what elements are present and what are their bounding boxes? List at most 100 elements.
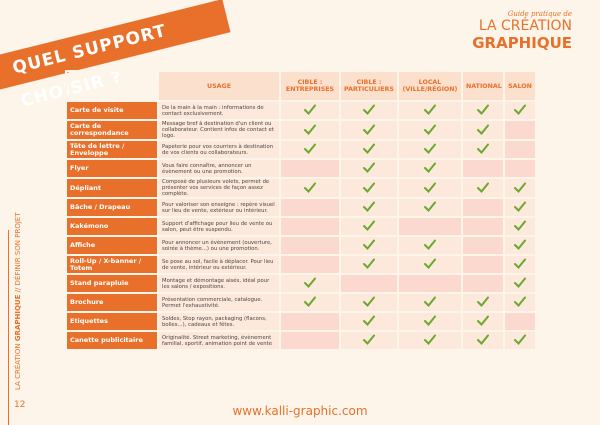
brand-line: GRAPHIQUE — [472, 34, 572, 52]
check-cell — [397, 139, 463, 160]
check-cell — [397, 197, 463, 218]
check-mark — [304, 143, 316, 154]
check-cell — [503, 330, 537, 351]
check-cell — [279, 235, 341, 256]
check-cell — [503, 158, 537, 179]
check-cell — [339, 139, 399, 160]
check-cell — [503, 100, 537, 121]
check-cell — [397, 330, 463, 351]
check-mark — [363, 258, 375, 269]
check-mark — [363, 143, 375, 154]
check-cell — [503, 235, 537, 256]
check-cell — [339, 330, 399, 351]
check-mark — [424, 296, 436, 307]
side-part: LA CRÉATION — [14, 341, 22, 390]
check-mark — [514, 104, 526, 115]
row-label: Affiche — [65, 235, 159, 256]
check-cell — [503, 216, 537, 237]
check-cell — [339, 100, 399, 121]
check-mark — [514, 277, 526, 288]
usage-text: Pour valoriser son enseigne : repère vis… — [157, 197, 281, 218]
check-mark — [424, 182, 436, 193]
check-mark — [514, 239, 526, 250]
check-cell — [461, 330, 505, 351]
check-cell — [461, 235, 505, 256]
check-cell — [503, 119, 537, 141]
guide-text: Guide pratique de — [507, 10, 572, 18]
check-mark — [304, 296, 316, 307]
column-header: LOCAL (VILLE/RÉGION) — [397, 70, 463, 102]
check-cell — [279, 311, 341, 332]
check-mark — [363, 239, 375, 250]
usage-text: Papeterie pour vos courriers à destinati… — [157, 139, 281, 160]
row-label: Canette publicitaire — [65, 330, 159, 351]
check-mark — [514, 220, 526, 231]
check-mark — [424, 239, 436, 250]
check-cell — [397, 158, 463, 179]
check-cell — [397, 292, 463, 313]
check-mark — [363, 182, 375, 193]
check-mark — [363, 296, 375, 307]
table-row: Tête de lettre / Enveloppe Papeterie pour… — [65, 139, 537, 160]
check-cell — [461, 292, 505, 313]
check-cell — [279, 216, 341, 237]
check-cell — [279, 177, 341, 199]
page-number: 12 — [14, 400, 26, 410]
check-mark — [477, 182, 489, 193]
usage-text: Pour annoncer un évènement (ouverture, s… — [157, 235, 281, 256]
check-mark — [477, 124, 489, 135]
check-cell — [397, 254, 463, 275]
column-header: SALON — [503, 70, 537, 102]
row-label: Flyer — [65, 158, 159, 179]
column-header: NATIONAL — [461, 70, 505, 102]
usage-text: Originalité. Street marketing, évènement… — [157, 330, 281, 351]
column-header: CIBLE : ENTREPRISES — [279, 70, 341, 102]
check-cell — [397, 216, 463, 237]
check-mark — [304, 182, 316, 193]
usage-text: Montage et démontage aisés, idéal pour l… — [157, 273, 281, 294]
check-cell — [279, 197, 341, 218]
usage-text: Support d'affichage pour lieu de vente o… — [157, 216, 281, 237]
check-mark — [424, 201, 436, 212]
check-cell — [461, 197, 505, 218]
column-header: USAGE — [157, 70, 281, 102]
row-label: Stand parapluie — [65, 273, 159, 294]
row-label: Carte de visite — [65, 100, 159, 121]
usage-text: Message bref à destination d'un client o… — [157, 119, 281, 141]
check-cell — [339, 216, 399, 237]
check-cell — [339, 158, 399, 179]
row-label: Dépliant — [65, 177, 159, 199]
side-part: GRAPHIQUE — [14, 294, 22, 342]
check-mark — [424, 104, 436, 115]
check-cell — [397, 273, 463, 294]
check-cell — [503, 292, 537, 313]
check-mark — [514, 182, 526, 193]
check-cell — [503, 197, 537, 218]
usage-text: Composé de plusieurs volets, permet de p… — [157, 177, 281, 199]
check-cell — [461, 100, 505, 121]
usage-text: Se pose au sol, facile à déplacer. Pour … — [157, 254, 281, 275]
usage-text: Présentation commerciale, catalogue. Per… — [157, 292, 281, 313]
check-cell — [461, 177, 505, 199]
check-cell — [339, 197, 399, 218]
check-cell — [503, 254, 537, 275]
check-mark — [363, 315, 375, 326]
check-mark — [424, 162, 436, 173]
table-row: Stand parapluie Montage et démontage aisé… — [65, 273, 537, 294]
table-row: Kakémono Support d'affichage pour lieu de… — [65, 216, 537, 237]
row-label: Tête de lettre / Enveloppe — [65, 139, 159, 160]
row-label: Roll-Up / X-banner / Totem — [65, 254, 159, 275]
check-cell — [503, 311, 537, 332]
check-cell — [339, 177, 399, 199]
check-mark — [363, 334, 375, 345]
check-cell — [339, 292, 399, 313]
check-mark — [363, 162, 375, 173]
check-cell — [461, 216, 505, 237]
check-cell — [279, 139, 341, 160]
table-row: Etiquettes Soldes, Stop rayon, packaging … — [65, 311, 537, 332]
usage-text: Soldes, Stop rayon, packaging (flacons, … — [157, 311, 281, 332]
check-mark — [424, 143, 436, 154]
table-row: Canette publicitaire Originalité. Street … — [65, 330, 537, 351]
row-label: Brochure — [65, 292, 159, 313]
